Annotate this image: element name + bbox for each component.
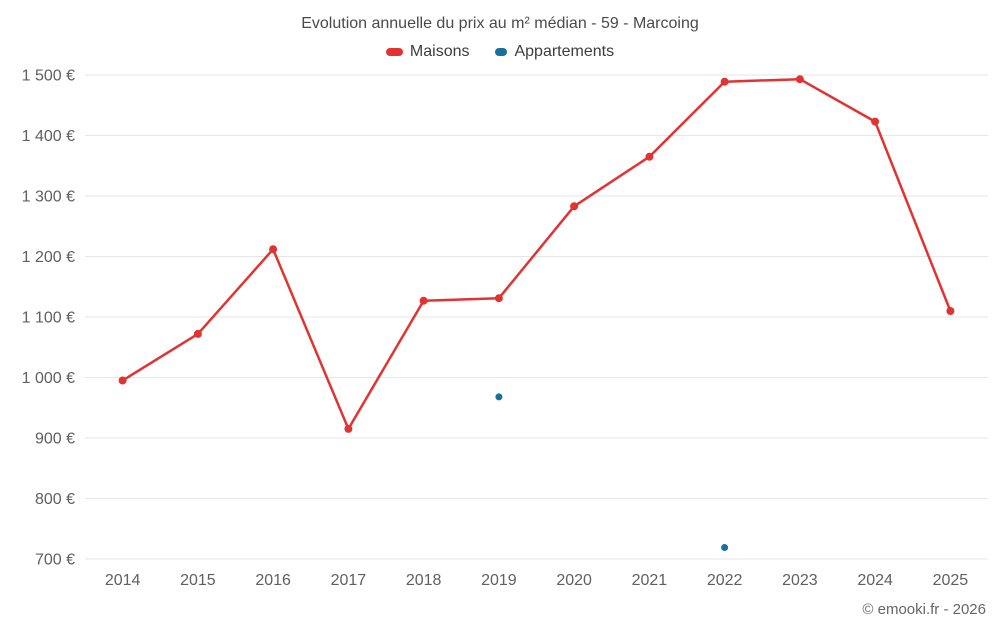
- svg-text:2018: 2018: [406, 572, 442, 589]
- copyright-text: © emooki.fr - 2026: [862, 601, 986, 618]
- svg-text:2016: 2016: [255, 572, 291, 589]
- svg-text:2015: 2015: [180, 572, 216, 589]
- svg-text:1 100 €: 1 100 €: [22, 310, 75, 327]
- svg-text:2017: 2017: [331, 572, 367, 589]
- svg-text:2020: 2020: [556, 572, 592, 589]
- svg-text:1 200 €: 1 200 €: [22, 249, 75, 266]
- svg-text:2014: 2014: [105, 572, 141, 589]
- svg-text:2019: 2019: [481, 572, 517, 589]
- svg-text:2024: 2024: [857, 572, 893, 589]
- svg-text:1 400 €: 1 400 €: [22, 128, 75, 145]
- svg-text:800 €: 800 €: [35, 491, 75, 508]
- legend-item-appartements[interactable]: Appartements: [495, 43, 614, 61]
- appartements-series-swatch-icon: [495, 48, 508, 56]
- svg-text:700 €: 700 €: [35, 552, 75, 569]
- svg-text:1 500 €: 1 500 €: [22, 68, 75, 85]
- svg-text:2022: 2022: [707, 572, 743, 589]
- legend-label-appartements: Appartements: [514, 43, 615, 60]
- svg-text:900 €: 900 €: [35, 431, 75, 448]
- chart-legend: Maisons Appartements: [0, 43, 1000, 61]
- chart-title: Evolution annuelle du prix au m² médian …: [301, 15, 699, 32]
- legend-item-maisons[interactable]: Maisons: [385, 43, 470, 61]
- maisons-series-swatch-icon: [385, 48, 403, 56]
- svg-text:2023: 2023: [782, 572, 818, 589]
- svg-text:2025: 2025: [933, 572, 969, 589]
- legend-label-maisons: Maisons: [409, 43, 470, 60]
- svg-text:1 000 €: 1 000 €: [22, 370, 75, 387]
- svg-text:1 300 €: 1 300 €: [22, 189, 75, 206]
- svg-text:2021: 2021: [632, 572, 668, 589]
